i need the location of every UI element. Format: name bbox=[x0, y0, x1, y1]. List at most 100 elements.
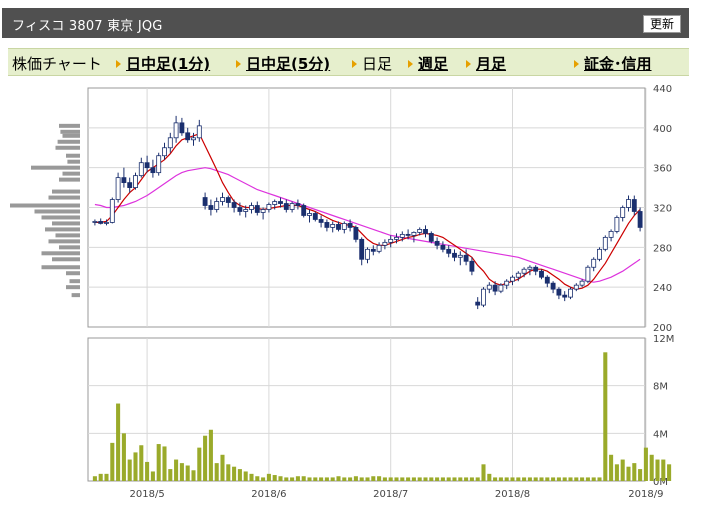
candle-body bbox=[631, 199, 637, 212]
volume-bar bbox=[110, 442, 115, 481]
volume-bar bbox=[261, 477, 266, 481]
candle-body bbox=[202, 197, 208, 206]
volume-bar bbox=[162, 446, 167, 481]
volume-profile-bar bbox=[41, 265, 80, 270]
candle-body bbox=[504, 280, 510, 286]
candle-body bbox=[278, 201, 283, 204]
volume-bar bbox=[661, 459, 666, 481]
candle-body bbox=[452, 252, 457, 258]
volume-profile-bar bbox=[10, 203, 80, 208]
volume-bar bbox=[469, 477, 474, 481]
candle-body bbox=[428, 232, 434, 242]
volume-profile-bar bbox=[62, 133, 80, 138]
volume-panel-frame bbox=[87, 337, 646, 482]
candle-body bbox=[591, 258, 597, 268]
candle-body bbox=[301, 205, 307, 216]
candle-body bbox=[370, 248, 376, 252]
candle-body bbox=[486, 284, 492, 290]
volume-bar bbox=[435, 477, 440, 481]
chart-tab-bar: 株価チャート 日中足(1分) 日中足(5分) 日足 週足 月足 証金･信用 bbox=[8, 48, 689, 76]
arrow-right-icon bbox=[408, 59, 413, 68]
tab-monthly-label: 月足 bbox=[476, 55, 507, 73]
price-tick-label: 240 bbox=[653, 283, 672, 294]
volume-bar bbox=[464, 477, 469, 481]
candle-body bbox=[266, 204, 272, 210]
arrow-right-icon bbox=[466, 59, 471, 68]
candle-body bbox=[597, 248, 602, 260]
candle-body bbox=[544, 276, 550, 284]
arrow-right-icon bbox=[574, 59, 579, 68]
candle-body bbox=[156, 155, 162, 174]
volume-bar bbox=[423, 477, 428, 481]
volume-bar bbox=[220, 454, 225, 481]
candle-body bbox=[272, 201, 278, 205]
date-tick-label: 2018/8 bbox=[495, 489, 530, 500]
tab-stock-chart: 株価チャート bbox=[12, 53, 102, 74]
candle-body bbox=[411, 231, 417, 236]
candle-body bbox=[353, 227, 359, 240]
candle-body bbox=[475, 301, 481, 306]
volume-bar bbox=[237, 469, 242, 481]
volume-bar bbox=[620, 459, 625, 481]
candle-body bbox=[365, 248, 370, 260]
candle-body bbox=[127, 182, 133, 188]
tab-monthly[interactable]: 月足 bbox=[466, 53, 506, 74]
volume-bar bbox=[150, 471, 155, 481]
volume-bar bbox=[539, 477, 544, 481]
volume-bar bbox=[591, 477, 596, 481]
volume-bar bbox=[556, 477, 561, 481]
candle-body bbox=[382, 241, 388, 246]
volume-profile-bar bbox=[55, 145, 80, 150]
candle-body bbox=[196, 125, 202, 139]
volume-tick-label: 0M bbox=[653, 477, 668, 488]
volume-profile-bar bbox=[34, 209, 80, 214]
volume-bar bbox=[400, 477, 405, 481]
volume-bar bbox=[388, 477, 393, 481]
volume-profile-bar bbox=[41, 251, 80, 256]
volume-profile-bar bbox=[66, 153, 80, 158]
arrow-right-icon bbox=[352, 59, 357, 68]
tab-weekly[interactable]: 週足 bbox=[408, 53, 448, 74]
candle-body bbox=[243, 209, 249, 212]
volume-bar bbox=[324, 477, 329, 481]
candle-body bbox=[283, 203, 289, 210]
volume-bar bbox=[504, 477, 509, 481]
volume-bar bbox=[278, 476, 283, 481]
candle-body bbox=[191, 137, 196, 141]
volume-bar bbox=[104, 473, 109, 481]
volume-bar bbox=[493, 477, 498, 481]
volume-bar bbox=[626, 466, 631, 481]
candle-body bbox=[539, 270, 544, 278]
volume-profile-bar bbox=[62, 171, 80, 176]
volume-tick-label: 12M bbox=[653, 334, 674, 345]
candle-body bbox=[144, 162, 150, 169]
candle-body bbox=[341, 223, 347, 230]
volume-bar bbox=[197, 447, 202, 481]
volume-profile-bar bbox=[66, 271, 80, 276]
volume-bar bbox=[655, 459, 660, 481]
candle-body bbox=[162, 147, 167, 157]
candle-body bbox=[347, 223, 353, 228]
refresh-button[interactable]: 更新 bbox=[642, 15, 681, 33]
volume-bar bbox=[527, 477, 532, 481]
volume-profile-bar bbox=[57, 139, 80, 144]
volume-bar bbox=[516, 477, 521, 481]
volume-bar bbox=[365, 477, 370, 481]
tab-intraday-1min[interactable]: 日中足(1分) bbox=[116, 53, 210, 74]
header-bar: フィスコ 3807 東京 JQG 更新 bbox=[2, 8, 689, 38]
tab-intraday-5min[interactable]: 日中足(5分) bbox=[236, 53, 330, 74]
candle-body bbox=[602, 236, 608, 250]
candle-body bbox=[109, 199, 115, 223]
price-tick-label: 440 bbox=[653, 84, 672, 95]
candle-body bbox=[336, 224, 341, 230]
candle-body bbox=[307, 213, 312, 216]
volume-profile-bar bbox=[59, 177, 80, 182]
volume-bar bbox=[638, 469, 643, 481]
date-tick-label: 2018/7 bbox=[373, 489, 408, 500]
volume-bar bbox=[481, 464, 486, 481]
volume-bar bbox=[98, 473, 103, 481]
candle-body bbox=[330, 224, 336, 228]
price-tick-label: 360 bbox=[653, 164, 672, 175]
tab-margin-credit[interactable]: 証金･信用 bbox=[574, 53, 652, 74]
candle-body bbox=[394, 236, 399, 240]
